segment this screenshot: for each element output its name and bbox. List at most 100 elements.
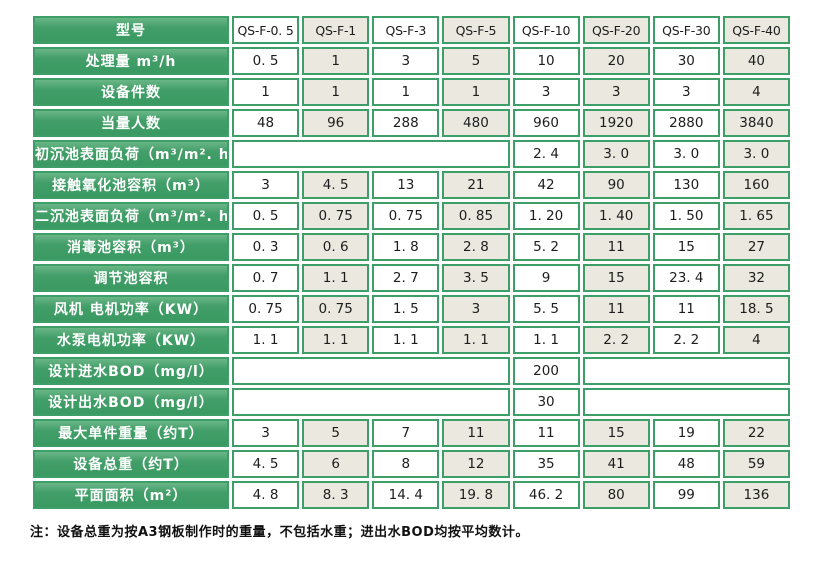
value-cell: 130 [652,171,720,199]
value-cell: 11 [652,295,720,323]
value-cell: 27 [722,233,790,261]
value-cell: 0. 75 [232,295,300,323]
table-row: 风机 电机功率（KW） 0. 75 0. 75 1. 5 3 5. 5 11 11 18. 5 [33,295,790,323]
row-label: 最大单件重量（约T） [33,419,229,447]
model-header-cell: QS-F-40 [722,16,790,44]
value-cell: 1. 1 [302,326,370,354]
table-row: 当量人数 48 96 288 480 960 1920 2880 3840 [33,109,790,137]
page: 型号 QS-F-0. 5 QS-F-1 QS-F-3 QS-F-5 QS-F-10 QS-F… [30,13,793,540]
value-cell: 480 [442,109,510,137]
value-cell: 5. 5 [512,295,580,323]
value-cell: 13 [372,171,440,199]
value-cell: 30 [512,388,580,416]
value-cell: 0. 75 [302,202,370,230]
value-cell: 0. 85 [442,202,510,230]
value-cell: 1 [232,78,300,106]
value-cell: 15 [652,233,720,261]
model-header-cell: QS-F-20 [582,16,650,44]
row-label: 接触氧化池容积（m³） [33,171,229,199]
value-cell: 80 [582,481,650,509]
row-label: 处理量 m³/h [33,47,229,75]
value-cell: 1. 5 [372,295,440,323]
value-cell: 0. 3 [232,233,300,261]
value-cell: 160 [722,171,790,199]
value-cell: 5 [442,47,510,75]
row-label: 设备件数 [33,78,229,106]
value-cell: 0. 5 [232,202,300,230]
value-cell: 90 [582,171,650,199]
table-row: 设备总重（约T） 4. 5 6 8 12 35 41 48 59 [33,450,790,478]
value-cell: 960 [512,109,580,137]
table-row: 初沉池表面负荷（m³/m². h） 2. 4 3. 0 3. 0 3. 0 [33,140,790,168]
model-header-cell: QS-F-30 [652,16,720,44]
value-cell: 3. 0 [722,140,790,168]
value-cell: 3. 0 [582,140,650,168]
table-row: 设备件数 1 1 1 1 3 3 3 4 [33,78,790,106]
value-cell: 0. 6 [302,233,370,261]
value-cell: 1. 1 [512,326,580,354]
value-cell: 4. 5 [302,171,370,199]
value-cell: 3 [372,47,440,75]
value-cell: 1 [302,78,370,106]
model-header-cell: QS-F-0. 5 [232,16,300,44]
value-cell: 1 [372,78,440,106]
table-row: 处理量 m³/h 0. 5 1 3 5 10 20 30 40 [33,47,790,75]
value-cell: 10 [512,47,580,75]
table-row: 调节池容积 0. 7 1. 1 2. 7 3. 5 9 15 23. 4 32 [33,264,790,292]
value-cell: 23. 4 [652,264,720,292]
value-cell: 3. 5 [442,264,510,292]
table-row: 消毒池容积（m³） 0. 3 0. 6 1. 8 2. 8 5. 2 11 15 27 [33,233,790,261]
value-cell: 8. 3 [302,481,370,509]
value-cell: 1. 40 [582,202,650,230]
value-cell: 6 [302,450,370,478]
value-cell: 0. 7 [232,264,300,292]
spec-table-body: 型号 QS-F-0. 5 QS-F-1 QS-F-3 QS-F-5 QS-F-10 QS-F… [33,16,790,509]
value-cell: 3 [512,78,580,106]
value-cell: 7 [372,419,440,447]
value-cell: 22 [722,419,790,447]
model-header-cell: QS-F-10 [512,16,580,44]
value-cell: 2. 2 [652,326,720,354]
value-cell: 3 [582,78,650,106]
value-cell: 11 [512,419,580,447]
value-cell: 2. 2 [582,326,650,354]
value-cell: 8 [372,450,440,478]
value-cell: 3. 0 [652,140,720,168]
empty-merged-cell [232,388,510,416]
value-cell: 1. 20 [512,202,580,230]
table-row: 最大单件重量（约T） 3 5 7 11 11 15 19 22 [33,419,790,447]
value-cell: 4 [722,326,790,354]
row-label: 初沉池表面负荷（m³/m². h） [33,140,229,168]
value-cell: 3840 [722,109,790,137]
value-cell: 99 [652,481,720,509]
empty-merged-cell [582,357,790,385]
row-label: 二沉池表面负荷（m³/m². h） [33,202,229,230]
value-cell: 0. 75 [302,295,370,323]
value-cell: 32 [722,264,790,292]
value-cell: 20 [582,47,650,75]
value-cell: 40 [722,47,790,75]
model-header-cell: QS-F-1 [302,16,370,44]
row-label: 设备总重（约T） [33,450,229,478]
row-label: 消毒池容积（m³） [33,233,229,261]
value-cell: 288 [372,109,440,137]
value-cell: 12 [442,450,510,478]
value-cell: 3 [232,419,300,447]
value-cell: 1. 50 [652,202,720,230]
value-cell: 3 [232,171,300,199]
value-cell: 96 [302,109,370,137]
value-cell: 4. 8 [232,481,300,509]
value-cell: 5 [302,419,370,447]
value-cell: 2. 7 [372,264,440,292]
value-cell: 3 [652,78,720,106]
empty-merged-cell [232,357,510,385]
value-cell: 4 [722,78,790,106]
value-cell: 19 [652,419,720,447]
value-cell: 15 [582,419,650,447]
value-cell: 1. 1 [372,326,440,354]
footnote: 注：设备总重为按A3钢板制作时的重量，不包括水重；进出水BOD均按平均数计。 [30,525,529,540]
spec-table: 型号 QS-F-0. 5 QS-F-1 QS-F-3 QS-F-5 QS-F-10 QS-F… [30,13,793,512]
value-cell: 14. 4 [372,481,440,509]
value-cell: 21 [442,171,510,199]
